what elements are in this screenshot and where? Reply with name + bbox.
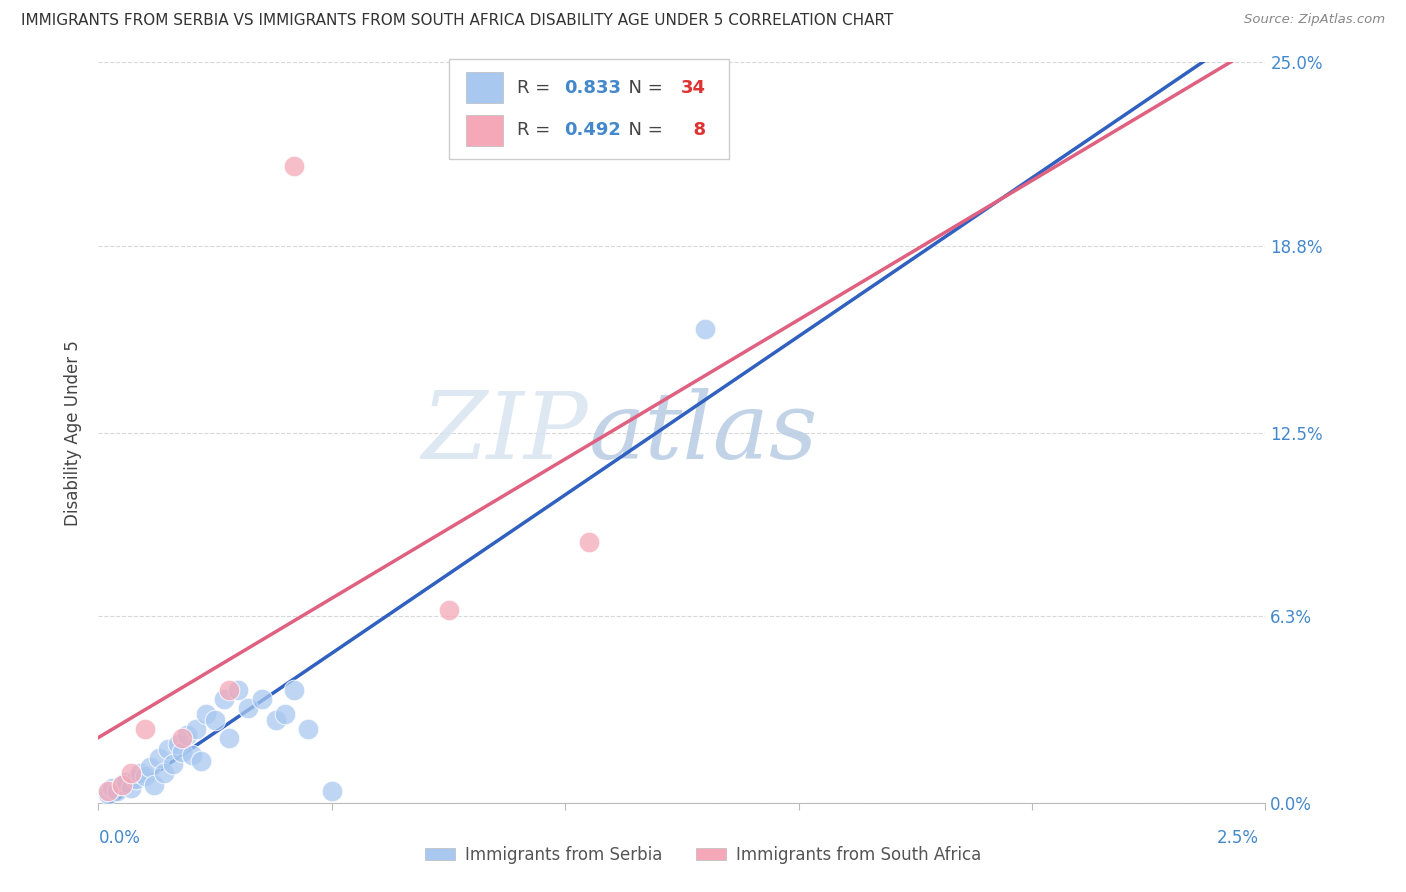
Point xyxy=(97,784,120,798)
Point xyxy=(172,731,194,745)
Point xyxy=(105,784,128,798)
Point xyxy=(134,722,156,736)
Point xyxy=(283,159,305,173)
Point xyxy=(274,706,297,721)
Point xyxy=(190,755,212,769)
Point xyxy=(157,742,180,756)
Point xyxy=(120,780,142,795)
Point xyxy=(115,775,138,789)
Point xyxy=(297,722,319,736)
Point xyxy=(250,692,273,706)
Text: Source: ZipAtlas.com: Source: ZipAtlas.com xyxy=(1244,13,1385,27)
Text: IMMIGRANTS FROM SERBIA VS IMMIGRANTS FROM SOUTH AFRICA DISABILITY AGE UNDER 5 CO: IMMIGRANTS FROM SERBIA VS IMMIGRANTS FRO… xyxy=(21,13,893,29)
Point xyxy=(120,766,142,780)
Point xyxy=(214,692,236,706)
Point xyxy=(437,603,460,617)
Point xyxy=(125,772,148,786)
Point xyxy=(264,713,287,727)
Text: N =: N = xyxy=(617,78,668,96)
Point xyxy=(695,322,717,336)
Point xyxy=(180,748,202,763)
Text: 0.833: 0.833 xyxy=(564,78,621,96)
Point xyxy=(162,757,184,772)
Point xyxy=(148,751,170,765)
Point xyxy=(134,769,156,783)
Text: 0.492: 0.492 xyxy=(564,121,621,139)
Point xyxy=(194,706,217,721)
Text: 0.0%: 0.0% xyxy=(98,829,141,847)
Point xyxy=(218,683,240,698)
Point xyxy=(283,683,305,698)
Point xyxy=(97,787,120,801)
Point xyxy=(111,778,134,792)
Point xyxy=(101,780,124,795)
Text: R =: R = xyxy=(517,121,557,139)
Text: N =: N = xyxy=(617,121,668,139)
FancyBboxPatch shape xyxy=(449,59,728,159)
Text: ZIP: ZIP xyxy=(422,388,589,477)
Point xyxy=(228,683,250,698)
Text: 2.5%: 2.5% xyxy=(1216,829,1258,847)
Point xyxy=(143,778,166,792)
FancyBboxPatch shape xyxy=(465,115,503,145)
Point xyxy=(172,746,194,760)
Point xyxy=(204,713,226,727)
Text: 34: 34 xyxy=(681,78,706,96)
Point xyxy=(111,778,134,792)
Text: 8: 8 xyxy=(681,121,706,139)
Text: atlas: atlas xyxy=(589,388,818,477)
Point xyxy=(176,728,198,742)
Point xyxy=(166,737,188,751)
Point xyxy=(578,535,600,549)
Point xyxy=(321,784,343,798)
Point xyxy=(139,760,162,774)
Point xyxy=(218,731,240,745)
Text: R =: R = xyxy=(517,78,557,96)
Point xyxy=(129,766,152,780)
Point xyxy=(186,722,208,736)
Point xyxy=(236,701,259,715)
Y-axis label: Disability Age Under 5: Disability Age Under 5 xyxy=(65,340,83,525)
Legend: Immigrants from Serbia, Immigrants from South Africa: Immigrants from Serbia, Immigrants from … xyxy=(419,839,987,871)
Point xyxy=(152,766,174,780)
FancyBboxPatch shape xyxy=(465,72,503,103)
